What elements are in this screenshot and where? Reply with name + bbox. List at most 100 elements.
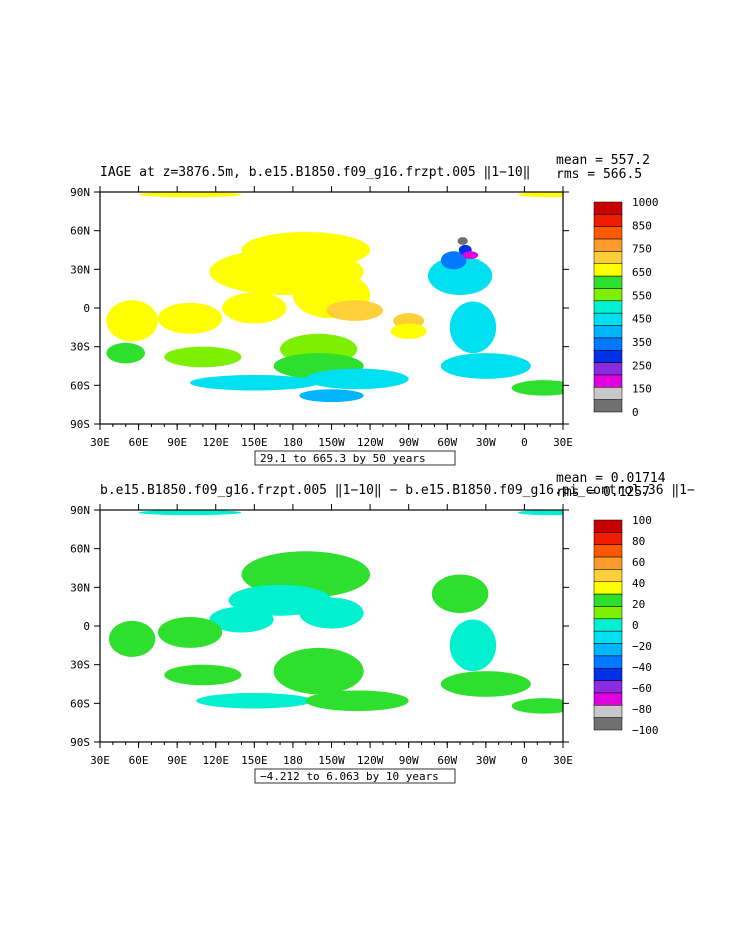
colorbar-swatch bbox=[593, 581, 623, 595]
x-tick-label: 30W bbox=[476, 754, 496, 767]
colorbar-label: 0 bbox=[632, 406, 639, 419]
colorbar-swatch bbox=[593, 630, 623, 644]
y-tick-label: 60S bbox=[70, 697, 90, 710]
data-region-6 bbox=[109, 620, 156, 657]
colorbar-label: 750 bbox=[632, 243, 652, 256]
colorbar-swatch bbox=[593, 263, 623, 277]
data-region-13 bbox=[106, 342, 146, 364]
colorbar-label: 1000 bbox=[632, 196, 659, 209]
x-tick-label: 150W bbox=[318, 436, 345, 449]
colorbar-swatch bbox=[593, 387, 623, 400]
data-region-7 bbox=[273, 647, 364, 695]
data-region-18 bbox=[449, 301, 497, 354]
colorbar-swatch bbox=[593, 667, 623, 681]
colorbar-label: 60 bbox=[632, 556, 645, 569]
contour-info-text: 29.1 to 665.3 by 50 years bbox=[260, 452, 426, 465]
data-region-26 bbox=[517, 192, 563, 198]
y-tick-label: 30S bbox=[70, 341, 90, 354]
data-region-6 bbox=[106, 300, 158, 342]
colorbar-swatch bbox=[593, 618, 623, 632]
colorbar-swatch bbox=[593, 374, 623, 388]
stat-rms: rms = 0.1257 bbox=[556, 485, 650, 500]
colorbar-swatch bbox=[593, 544, 623, 558]
chart-panel-1: 30E 60E 90E 120E 150E 180 150W 120W 90W 60W 30W 0 30… bbox=[70, 153, 659, 466]
colorbar-label: 150 bbox=[632, 383, 652, 396]
contour-info-box bbox=[254, 768, 456, 784]
x-tick-label: 120W bbox=[357, 436, 384, 449]
y-tick-label: 90N bbox=[70, 504, 90, 517]
data-region-9 bbox=[196, 693, 313, 709]
x-tick-label: 180 bbox=[283, 436, 303, 449]
colorbar-swatch bbox=[593, 643, 623, 657]
x-tick-label: 90W bbox=[399, 754, 419, 767]
y-tick-label: 0 bbox=[83, 620, 90, 633]
chart-title: IAGE at z=3876.5m, b.e15.B1850.f09_g16.f… bbox=[100, 165, 530, 180]
data-region-14 bbox=[190, 375, 319, 391]
chart-panel-2: 30E 60E 90E 120E 150E 180 150W 120W 90W 60W 30W 0 30… bbox=[70, 471, 695, 784]
colorbar-label: 100 bbox=[632, 514, 652, 527]
colorbar-label: 20 bbox=[632, 598, 645, 611]
data-region-4 bbox=[209, 606, 274, 633]
x-tick-label: 90W bbox=[399, 436, 419, 449]
y-tick-label: 0 bbox=[83, 302, 90, 315]
data-region-10 bbox=[305, 690, 409, 712]
x-tick-label: 150E bbox=[241, 436, 268, 449]
y-tick-label: 90N bbox=[70, 186, 90, 199]
data-field bbox=[106, 192, 563, 403]
data-region-23 bbox=[462, 251, 479, 260]
data-region-15 bbox=[305, 368, 409, 390]
x-tick-label: 30E bbox=[90, 754, 110, 767]
data-region-4 bbox=[222, 292, 287, 324]
data-region-16 bbox=[299, 389, 364, 403]
colorbar-label: −80 bbox=[632, 703, 652, 716]
x-tick-label: 30E bbox=[553, 754, 573, 767]
y-tick-label: 30S bbox=[70, 659, 90, 672]
colorbar-swatch bbox=[593, 717, 623, 731]
colorbar-swatch bbox=[593, 519, 623, 533]
data-region-20 bbox=[511, 380, 563, 396]
data-region-24 bbox=[457, 237, 468, 245]
colorbar-swatch bbox=[593, 593, 623, 607]
data-region-5 bbox=[157, 616, 223, 648]
colorbar-swatch bbox=[593, 705, 623, 718]
colorbar-label: 550 bbox=[632, 289, 652, 302]
y-tick-label: 30N bbox=[70, 263, 90, 276]
colorbar-label: 650 bbox=[632, 266, 652, 279]
colorbar-label: −100 bbox=[632, 724, 659, 737]
colorbar-swatch bbox=[593, 337, 623, 351]
x-tick-label: 30E bbox=[553, 436, 573, 449]
x-tick-label: 120W bbox=[357, 754, 384, 767]
stat-rms: rms = 566.5 bbox=[556, 167, 642, 182]
x-tick-label: 60E bbox=[129, 754, 149, 767]
colorbar-swatch bbox=[593, 312, 623, 326]
x-tick-label: 60E bbox=[129, 436, 149, 449]
colorbar-swatch bbox=[593, 569, 623, 583]
chart-title: b.e15.B1850.f09_g16.frzpt.005 ‖1−10‖ − b… bbox=[100, 483, 695, 498]
x-tick-label: 60W bbox=[437, 436, 457, 449]
colorbar-swatch bbox=[593, 655, 623, 669]
data-region-13 bbox=[440, 671, 531, 697]
colorbar-swatch bbox=[593, 399, 623, 413]
x-tick-label: 0 bbox=[521, 754, 528, 767]
colorbar-swatch bbox=[593, 692, 623, 706]
y-tick-label: 90S bbox=[70, 418, 90, 431]
data-region-9 bbox=[390, 323, 427, 339]
data-region-5 bbox=[157, 302, 223, 334]
data-field bbox=[109, 510, 563, 714]
colorbar-swatch bbox=[593, 532, 623, 545]
contour-info-box bbox=[254, 450, 456, 466]
x-tick-label: 0 bbox=[521, 436, 528, 449]
x-tick-label: 90E bbox=[167, 436, 187, 449]
data-region-19 bbox=[440, 353, 531, 379]
colorbar-swatch bbox=[593, 238, 623, 252]
data-region-12 bbox=[164, 346, 242, 368]
contour-info-text: −4.212 to 6.063 by 10 years bbox=[260, 770, 439, 783]
colorbar-swatch bbox=[593, 325, 623, 339]
x-tick-label: 30E bbox=[90, 436, 110, 449]
x-tick-label: 120E bbox=[203, 754, 230, 767]
colorbar-label: 40 bbox=[632, 577, 645, 590]
y-tick-label: 60N bbox=[70, 543, 90, 556]
data-region-21 bbox=[440, 251, 467, 270]
x-tick-label: 30W bbox=[476, 436, 496, 449]
